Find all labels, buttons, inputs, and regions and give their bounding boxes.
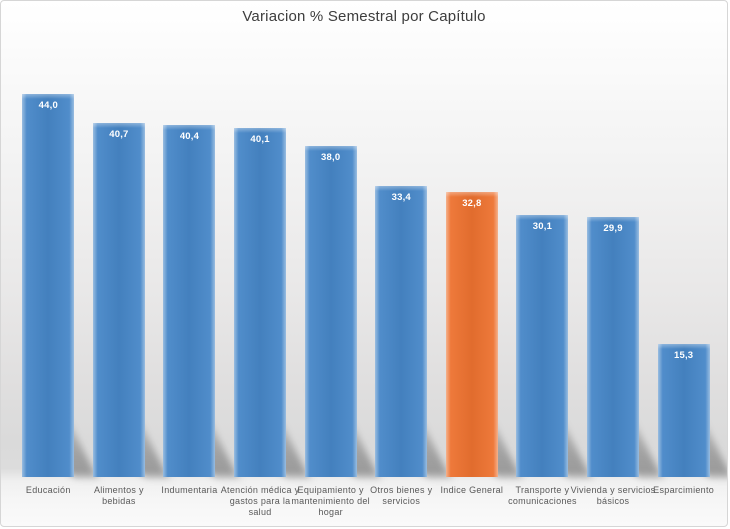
x-axis-cell: Otros bienes y servicios	[366, 485, 437, 518]
bar-slot: 44,0	[13, 87, 97, 477]
bar-value-label: 44,0	[38, 100, 58, 111]
bar-value-label: 33,4	[391, 192, 411, 204]
category-label: Indumentaria	[161, 485, 218, 495]
bar-slot: 29,9	[578, 87, 662, 478]
bar-value-label: 29,9	[603, 222, 623, 234]
bar-slot: 15,3	[648, 87, 727, 478]
x-axis: Educación Alimentos y bebidas Indumentaria…	[13, 485, 719, 518]
category-label: Educación	[25, 485, 71, 495]
bar-slot: 38,0	[295, 87, 380, 477]
category-label: Esparcimiento	[653, 485, 715, 495]
bar-value-label: 40,4	[179, 131, 200, 143]
x-axis-cell: Alimentos y bebidas	[84, 485, 155, 518]
bar-value-label: 40,1	[250, 133, 270, 145]
bar-slot: 40,7	[84, 87, 168, 478]
bar-highlighted[interactable]: 32,8	[445, 191, 498, 477]
bar[interactable]: 40,1	[234, 127, 287, 478]
x-axis-cell: Indumentaria	[154, 485, 225, 518]
bar[interactable]: 44,0	[22, 94, 75, 477]
x-axis-cell: Esparcimiento	[648, 485, 719, 518]
bar-value-label: 30,1	[532, 221, 553, 232]
bar[interactable]: 29,9	[587, 216, 640, 478]
x-axis-cell: Transporte y comunicaciones	[507, 485, 578, 518]
bar-slot: 30,1	[507, 87, 592, 477]
bar-slot: 40,1	[225, 87, 309, 478]
bar-slot: 33,4	[366, 87, 450, 477]
bar[interactable]: 40,7	[92, 122, 145, 478]
x-axis-cell: Equipamiento y mantenimiento del hogar	[291, 485, 369, 518]
bar-value-label: 32,8	[462, 197, 482, 209]
category-label: Indice General	[440, 485, 504, 495]
x-axis-cell: Indice General	[437, 485, 508, 518]
plot-area: 44,0 40,7 40,4 40,1 38,0 33,4 32,8 30,1 29,9 15,3	[13, 87, 727, 478]
bar-slot: 40,4	[154, 87, 239, 477]
chart-title: Variacion % Semestral por Capítulo	[242, 8, 486, 25]
category-label: Otros bienes y servicios	[370, 485, 433, 506]
category-label: Atención médica y gastos para la salud	[220, 485, 300, 517]
bar-value-label: 15,3	[673, 349, 694, 361]
category-label: Vivienda y servicios básicos	[570, 485, 656, 506]
x-axis-cell: Vivienda y servicios básicos	[571, 485, 656, 518]
bar-value-label: 40,7	[109, 128, 129, 140]
bar[interactable]: 15,3	[657, 343, 710, 478]
bar[interactable]: 38,0	[304, 146, 357, 477]
bar[interactable]: 30,1	[516, 215, 569, 477]
bar-value-label: 38,0	[321, 152, 341, 164]
x-axis-cell: Atención médica y gastos para la salud	[221, 485, 299, 518]
category-label: Equipamiento y mantenimiento del hogar	[291, 485, 370, 517]
category-label: Transporte y comunicaciones	[508, 485, 577, 506]
x-axis-cell: Educación	[13, 485, 84, 518]
bar[interactable]: 40,4	[163, 125, 216, 477]
bar-slot: 32,8	[437, 87, 521, 477]
bar[interactable]: 33,4	[375, 186, 428, 477]
category-label: Alimentos y bebidas	[93, 485, 144, 506]
